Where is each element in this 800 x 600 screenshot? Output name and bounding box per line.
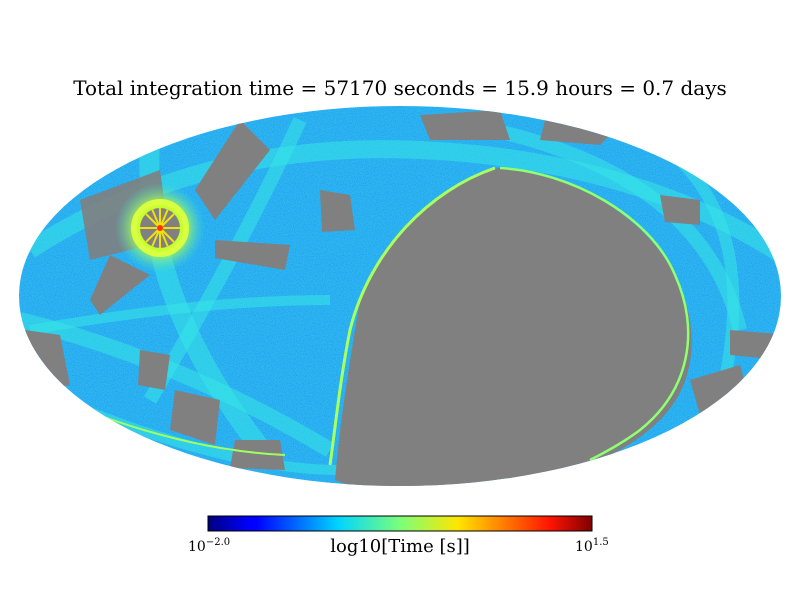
colorbar-label: log10[Time [s]] (330, 536, 470, 557)
rim-arc (499, 166, 690, 462)
scan-band (19, 312, 335, 457)
gap (320, 190, 355, 232)
gap (660, 195, 700, 225)
scan-band (675, 155, 740, 402)
gap (230, 440, 285, 470)
colorbar-min-label: 10−2.0 (188, 537, 230, 555)
gap (215, 240, 290, 270)
hotspot-ring (131, 199, 189, 257)
gap (195, 120, 270, 220)
gap (420, 110, 510, 140)
map-area (19, 106, 781, 486)
gap (90, 255, 150, 315)
rim-arc (328, 166, 496, 466)
large-unobserved-region (335, 168, 692, 486)
colorbar-gradient (207, 515, 593, 532)
gap (138, 350, 170, 390)
scan-band (29, 295, 331, 335)
gap (170, 390, 220, 445)
pole-hotspot (115, 183, 205, 273)
colorbar-max-label: 101.5 (575, 537, 609, 555)
chart-title: Total integration time = 57170 seconds =… (73, 76, 727, 100)
